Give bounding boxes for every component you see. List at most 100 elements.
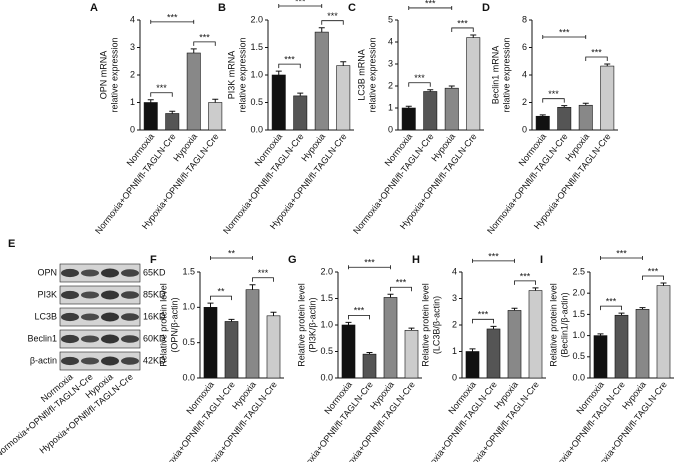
y-axis-label: (PI3K/β-actin)	[307, 297, 317, 352]
blot-band	[121, 269, 139, 277]
error-bar	[275, 70, 282, 75]
significance-bracket	[514, 280, 536, 285]
y-tick-label: 4	[130, 14, 135, 24]
error-bar	[340, 61, 347, 66]
significance-label: ***	[488, 251, 499, 261]
bar	[614, 314, 629, 379]
y-tick-label: 1	[388, 102, 393, 112]
y-tick-label: 1.5	[250, 42, 263, 52]
significance-bracket	[600, 256, 643, 260]
protein-label: Beclin1	[27, 333, 57, 343]
significance-label: ***	[616, 248, 627, 258]
y-tick-label: 0	[130, 124, 135, 134]
y-tick-label: 8	[522, 14, 527, 24]
y-tick-label: 4	[522, 69, 527, 79]
y-tick-label: 3	[130, 42, 135, 52]
y-axis-label: OPN mRNA	[98, 51, 108, 100]
error-bar	[561, 105, 568, 108]
y-tick-label: 1	[452, 346, 457, 356]
error-bar	[604, 63, 611, 67]
blot-strip	[59, 351, 141, 371]
error-bar	[539, 114, 546, 117]
y-tick-label: 5	[388, 14, 393, 24]
significance-label: ***	[156, 83, 167, 93]
bar	[203, 307, 218, 379]
bar	[314, 31, 329, 131]
y-axis-label: Relative protein level	[158, 283, 168, 367]
y-axis-label: (LC3B/β-actin)	[431, 296, 441, 354]
y-tick-label: 3	[388, 58, 393, 68]
bar	[336, 65, 351, 131]
protein-label: PI3K	[37, 289, 57, 299]
protein-label: LC3B	[34, 311, 57, 321]
bar	[465, 351, 480, 379]
significance-label: ***	[425, 0, 436, 8]
y-tick-label: 0.0	[320, 372, 333, 382]
significance-label: ***	[478, 310, 489, 320]
panel-label: B	[218, 2, 226, 14]
error-bar	[297, 92, 304, 96]
significance-bracket	[642, 275, 664, 281]
y-tick-label: 2	[452, 319, 457, 329]
error-bar	[427, 89, 434, 92]
significance-bracket	[390, 286, 412, 292]
y-tick-label: 2	[522, 97, 527, 107]
bar	[423, 91, 438, 131]
blot-band	[61, 290, 79, 300]
significance-label: ***	[354, 306, 365, 316]
blot-band	[81, 357, 99, 365]
error-bar	[228, 318, 235, 322]
significance-bracket	[321, 20, 344, 25]
error-bar	[660, 282, 667, 286]
significance-label: ***	[295, 0, 306, 6]
significance-label: ***	[414, 73, 425, 83]
bar	[557, 107, 572, 131]
error-bar	[597, 333, 604, 336]
y-tick-label: 1	[130, 97, 135, 107]
bar	[528, 290, 543, 379]
bar	[245, 289, 260, 379]
y-tick-label: 0.5	[320, 346, 333, 356]
significance-bracket	[210, 295, 232, 301]
panel-label: G	[288, 254, 297, 266]
error-bar	[318, 27, 325, 33]
blot-band	[101, 356, 119, 366]
significance-bracket	[193, 41, 216, 46]
y-axis-label: relative expression	[109, 37, 119, 112]
y-tick-label: 0	[452, 372, 457, 382]
significance-label: ***	[199, 32, 210, 42]
error-bar	[470, 34, 477, 38]
panel-label: H	[412, 254, 420, 266]
y-tick-label: 1.0	[320, 319, 333, 329]
y-axis-label: LC3B mRNA	[356, 49, 366, 101]
size-label: 65KD	[143, 267, 166, 277]
protein-label: β-actin	[30, 355, 57, 365]
y-tick-label: 1.0	[182, 302, 195, 312]
error-bar	[405, 105, 412, 108]
significance-bracket	[150, 19, 195, 24]
significance-label: ***	[284, 55, 295, 65]
significance-bracket	[348, 265, 391, 270]
y-tick-label: 0.0	[572, 372, 585, 382]
error-bar	[532, 287, 539, 291]
bar	[362, 353, 377, 379]
bar	[266, 315, 281, 379]
significance-label: ***	[364, 258, 375, 268]
y-tick-label: 2.5	[572, 266, 585, 276]
y-tick-label: 0.0	[250, 124, 263, 134]
significance-label: ***	[327, 11, 338, 21]
significance-bracket	[278, 4, 323, 8]
error-bar	[582, 102, 589, 106]
significance-bracket	[408, 5, 453, 10]
y-tick-label: 0.5	[182, 337, 195, 347]
significance-label: ***	[606, 297, 617, 307]
error-bar	[448, 85, 455, 89]
size-label: 60KD	[143, 333, 166, 343]
y-tick-label: 2.0	[572, 288, 585, 298]
panel-label: A	[90, 2, 98, 14]
protein-label: OPN	[37, 267, 57, 277]
y-tick-label: 0	[388, 124, 393, 134]
y-axis-label: (Beclin1/β-actin)	[559, 292, 569, 357]
y-axis-label: relative expression	[367, 37, 377, 112]
